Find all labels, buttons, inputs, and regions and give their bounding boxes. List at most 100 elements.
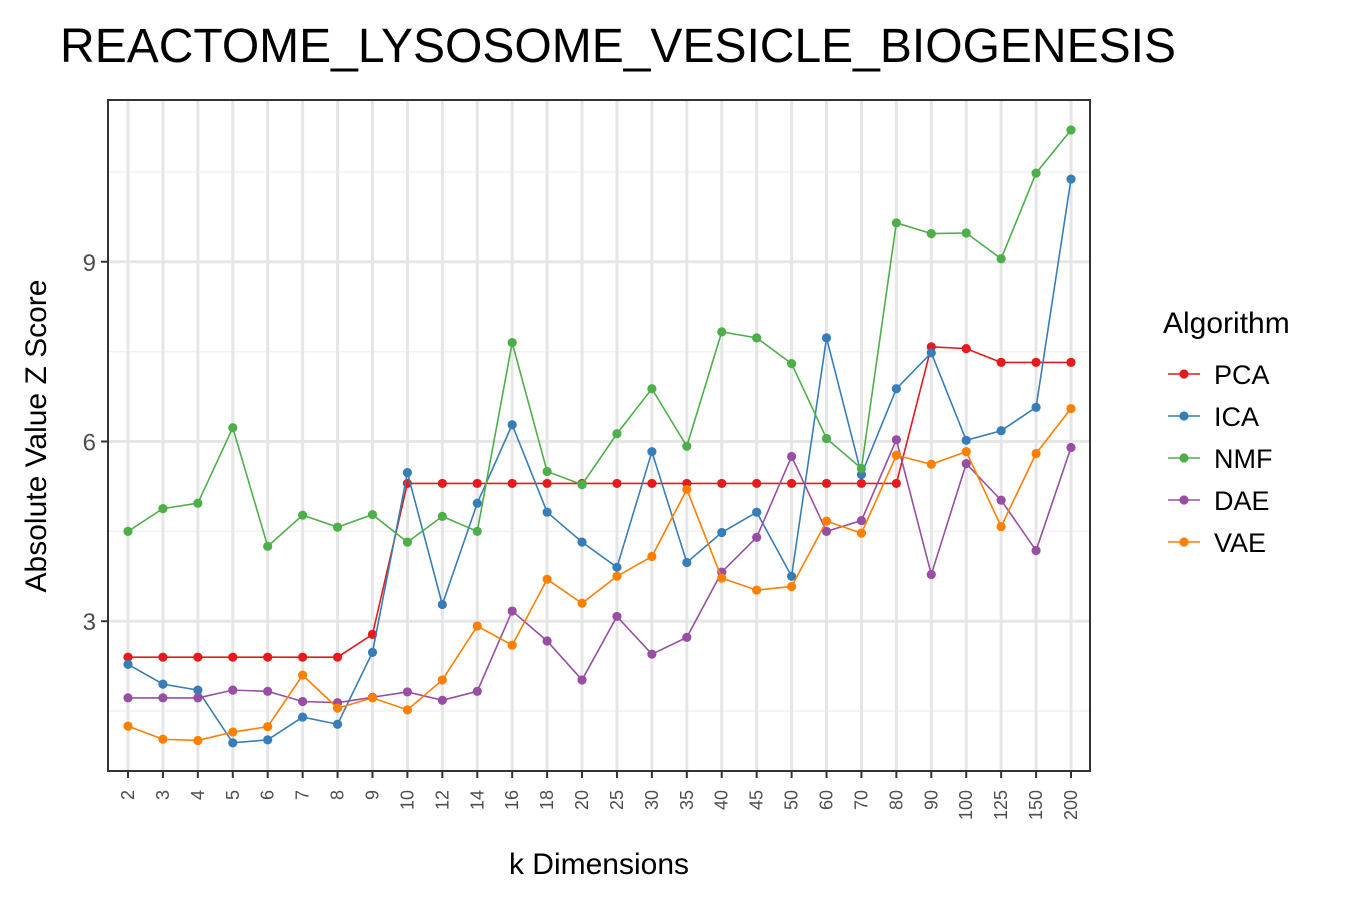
data-point-ica: [1031, 402, 1041, 412]
legend-item-vae: VAE: [1168, 528, 1266, 558]
data-point-pca: [193, 652, 203, 662]
legend: Algorithm PCA ICA NMF DAE VAE: [1163, 307, 1290, 558]
data-point-vae: [647, 551, 657, 562]
data-point-pca: [786, 478, 797, 489]
data-point-vae: [507, 640, 517, 650]
data-point-vae: [577, 598, 587, 608]
data-point-pca: [332, 652, 343, 662]
data-point-dae: [752, 532, 762, 542]
plot-border: [107, 99, 1091, 772]
data-point-vae: [332, 703, 343, 713]
legend-key-point: [1179, 411, 1189, 421]
data-point-ica: [542, 507, 552, 517]
data-point-nmf: [682, 441, 692, 451]
plot-background: [108, 100, 1090, 771]
data-point-pca: [647, 478, 657, 489]
legend-item-nmf: NMF: [1168, 444, 1272, 474]
data-point-ica: [996, 426, 1006, 436]
x-tick-label: 18: [537, 790, 557, 810]
data-point-dae: [298, 696, 308, 707]
x-tick-label: 3: [153, 790, 173, 800]
data-point-ica: [717, 527, 727, 538]
data-point-vae: [228, 727, 238, 737]
data-point-pca: [1031, 357, 1041, 368]
data-point-nmf: [961, 228, 971, 238]
data-point-ica: [402, 468, 413, 478]
data-point-vae: [158, 734, 168, 744]
data-point-ica: [228, 738, 238, 748]
data-point-dae: [612, 611, 622, 622]
legend-key-point: [1179, 495, 1189, 505]
x-axis-title: k Dimensions: [509, 848, 689, 881]
data-point-nmf: [472, 526, 482, 536]
data-point-ica: [332, 719, 343, 729]
data-point-ica: [647, 447, 657, 457]
data-point-nmf: [926, 229, 936, 239]
data-point-vae: [682, 484, 692, 495]
legend-key-point: [1179, 537, 1189, 547]
data-point-nmf: [856, 463, 867, 474]
data-point-vae: [542, 574, 552, 584]
x-tick-label: 40: [712, 790, 732, 810]
series-line-ica: [127, 178, 1072, 744]
data-point-dae: [961, 459, 971, 469]
x-tick-label: 100: [956, 790, 976, 820]
data-point-vae: [821, 516, 832, 526]
data-point-pca: [996, 357, 1006, 368]
data-point-vae: [891, 450, 901, 460]
x-tick-label: 60: [817, 790, 837, 810]
data-point-pca: [821, 478, 832, 489]
data-point-vae: [263, 722, 273, 732]
data-point-dae: [472, 686, 482, 696]
data-point-vae: [193, 735, 203, 746]
data-point-pca: [856, 478, 867, 489]
series-line-vae: [127, 408, 1072, 742]
data-point-pca: [298, 652, 308, 662]
x-tick-label: 5: [223, 790, 243, 800]
data-point-nmf: [228, 423, 238, 433]
data-point-pca: [437, 478, 447, 489]
y-axis-title: Absolute Value Z Score: [20, 280, 53, 593]
x-tick-label: 16: [502, 790, 522, 810]
data-point-pca: [263, 652, 273, 662]
x-tick-label: 14: [467, 790, 487, 810]
data-point-dae: [891, 435, 901, 445]
data-point-nmf: [367, 509, 378, 520]
data-point-dae: [123, 693, 133, 703]
data-point-nmf: [612, 429, 622, 439]
x-tick-label: 2: [118, 790, 138, 800]
legend-key-point: [1179, 369, 1189, 379]
data-point-dae: [647, 649, 657, 659]
data-point-pca: [158, 652, 168, 662]
data-point-vae: [961, 447, 971, 457]
data-point-vae: [752, 585, 762, 595]
x-tick-label: 90: [921, 790, 941, 810]
data-point-dae: [786, 451, 797, 462]
data-point-dae: [996, 495, 1006, 505]
data-point-ica: [821, 333, 832, 343]
series-line-nmf: [127, 129, 1072, 548]
data-point-nmf: [263, 541, 273, 551]
data-point-ica: [1066, 174, 1076, 184]
data-point-nmf: [298, 510, 308, 520]
x-tick-label: 45: [747, 790, 767, 810]
data-point-dae: [1066, 442, 1076, 453]
data-point-pca: [752, 478, 762, 489]
data-point-dae: [821, 526, 832, 536]
data-point-nmf: [123, 526, 133, 536]
data-point-nmf: [647, 384, 657, 394]
data-point-vae: [472, 621, 482, 631]
series-line-dae: [128, 437, 1072, 704]
legend-item-pca: PCA: [1168, 360, 1270, 390]
x-tick-label: 10: [397, 790, 417, 810]
data-point-vae: [1031, 448, 1041, 459]
x-tick-label: 125: [991, 790, 1011, 820]
data-point-dae: [402, 687, 413, 697]
legend-label: ICA: [1214, 402, 1259, 432]
data-point-pca: [542, 478, 552, 489]
data-point-dae: [263, 686, 273, 696]
data-point-nmf: [437, 511, 447, 521]
legend-item-dae: DAE: [1168, 486, 1270, 516]
